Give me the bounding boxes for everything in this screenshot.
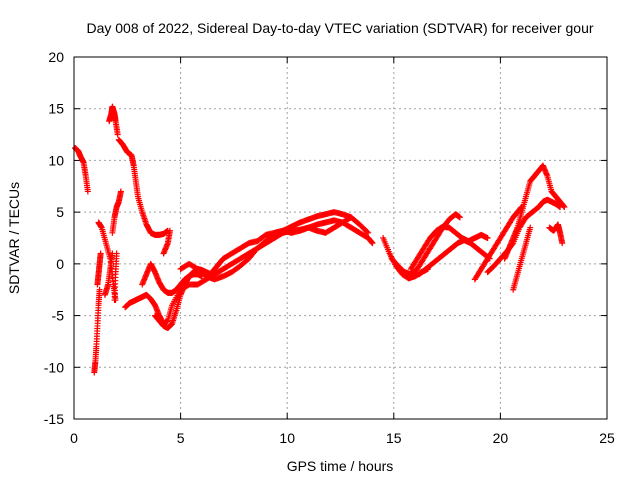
y-tick-label: 10 xyxy=(48,152,64,168)
series-t12 xyxy=(160,227,173,257)
data-point xyxy=(97,250,104,257)
y-axis-label: SDTVAR / TECUs xyxy=(6,182,22,294)
data-point xyxy=(84,188,91,195)
data-point xyxy=(364,228,371,235)
series-t0 xyxy=(72,145,91,195)
data-point xyxy=(117,188,124,195)
data-point xyxy=(559,240,566,247)
y-tick-label: 5 xyxy=(56,204,64,220)
series-t7 xyxy=(111,250,120,304)
data-point xyxy=(113,250,120,257)
x-tick-label: 10 xyxy=(279,430,295,446)
data-point xyxy=(166,227,173,234)
y-tick-label: -10 xyxy=(44,359,64,375)
y-tick-label: 15 xyxy=(48,101,64,117)
data-point xyxy=(456,214,463,221)
data-point xyxy=(484,235,491,241)
chart-title: Day 008 of 2022, Sidereal Day-to-day VTE… xyxy=(86,20,593,36)
data-point xyxy=(561,203,568,210)
plot-frame xyxy=(73,56,608,420)
series-t15 xyxy=(388,211,463,278)
series-t2 xyxy=(94,250,104,288)
data-point xyxy=(369,240,376,247)
data-points xyxy=(72,103,568,376)
series-t18 xyxy=(471,203,525,283)
data-point xyxy=(348,214,355,221)
x-tick-label: 25 xyxy=(599,430,615,446)
x-tick-label: 20 xyxy=(493,430,509,446)
data-point xyxy=(96,286,103,293)
series-t21 xyxy=(510,224,534,293)
y-tick-label: 20 xyxy=(48,49,64,65)
data-point xyxy=(114,131,121,138)
data-point xyxy=(527,224,534,231)
series-t5 xyxy=(106,103,121,138)
series-t8 xyxy=(115,136,171,238)
y-tick-label: -15 xyxy=(44,411,64,427)
series-t22 xyxy=(546,221,566,247)
series-t20 xyxy=(501,162,568,262)
y-tick-label: -5 xyxy=(52,308,65,324)
series-t6 xyxy=(109,188,124,236)
series-t1 xyxy=(91,286,103,376)
series-t17 xyxy=(416,237,493,278)
x-tick-label: 15 xyxy=(386,430,402,446)
x-tick-label: 0 xyxy=(70,430,78,446)
series-t4 xyxy=(101,250,116,298)
y-tick-label: 0 xyxy=(56,256,64,272)
x-axis-label: GPS time / hours xyxy=(287,458,394,474)
data-point xyxy=(365,229,372,236)
x-tick-label: 5 xyxy=(177,430,185,446)
series-t13 xyxy=(177,209,355,283)
